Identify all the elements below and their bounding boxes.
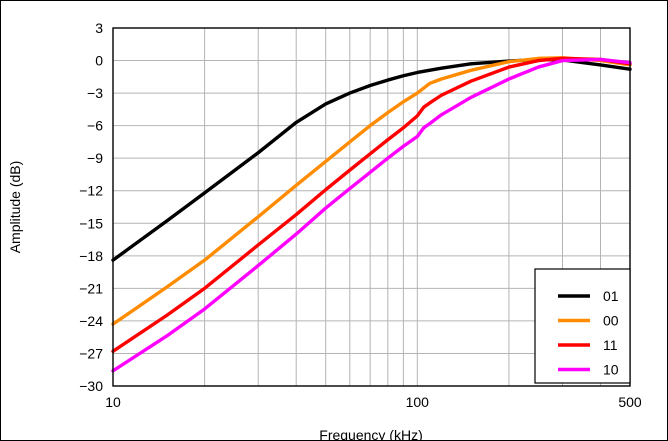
x-tick-label: 10 [105, 394, 121, 410]
y-tick-label: −24 [79, 313, 103, 329]
y-tick-label: −30 [79, 378, 103, 394]
y-tick-label: −6 [87, 118, 103, 134]
legend: 01 00 11 10 [534, 268, 631, 384]
y-tick-label: −3 [87, 85, 103, 101]
legend-label-11: 11 [603, 337, 618, 353]
series-line-00 [111, 56, 632, 326]
x-tick-label: 100 [406, 394, 430, 410]
y-axis-label: Amplitude (dB) [7, 161, 23, 254]
y-tick-label: −21 [79, 280, 103, 296]
legend-label-10: 10 [603, 362, 619, 378]
x-axis-label: Frequency (kHz) [319, 427, 422, 441]
y-tick-labels: 3 0 −3 −6 −9 −12 −15 −18 −21 −24 −27 −30 [79, 20, 103, 394]
y-tick-label: −27 [79, 345, 103, 361]
series-line-01 [111, 57, 632, 262]
series-line-10 [111, 57, 632, 373]
legend-box [534, 268, 631, 384]
x-tick-label: 500 [618, 394, 642, 410]
legend-label-01: 01 [603, 288, 619, 304]
y-tick-label: −18 [79, 248, 103, 264]
series-lines [111, 56, 632, 373]
y-tick-label: −12 [79, 183, 103, 199]
x-tick-labels: 10 100 500 [105, 394, 642, 410]
legend-label-00: 00 [603, 313, 619, 329]
y-tick-label: −9 [87, 150, 103, 166]
y-tick-label: 3 [95, 20, 103, 36]
series-line-11 [111, 56, 632, 353]
y-tick-label: −15 [79, 215, 103, 231]
grid [113, 28, 630, 386]
y-tick-label: 0 [95, 53, 103, 69]
plot-frame [112, 27, 631, 387]
